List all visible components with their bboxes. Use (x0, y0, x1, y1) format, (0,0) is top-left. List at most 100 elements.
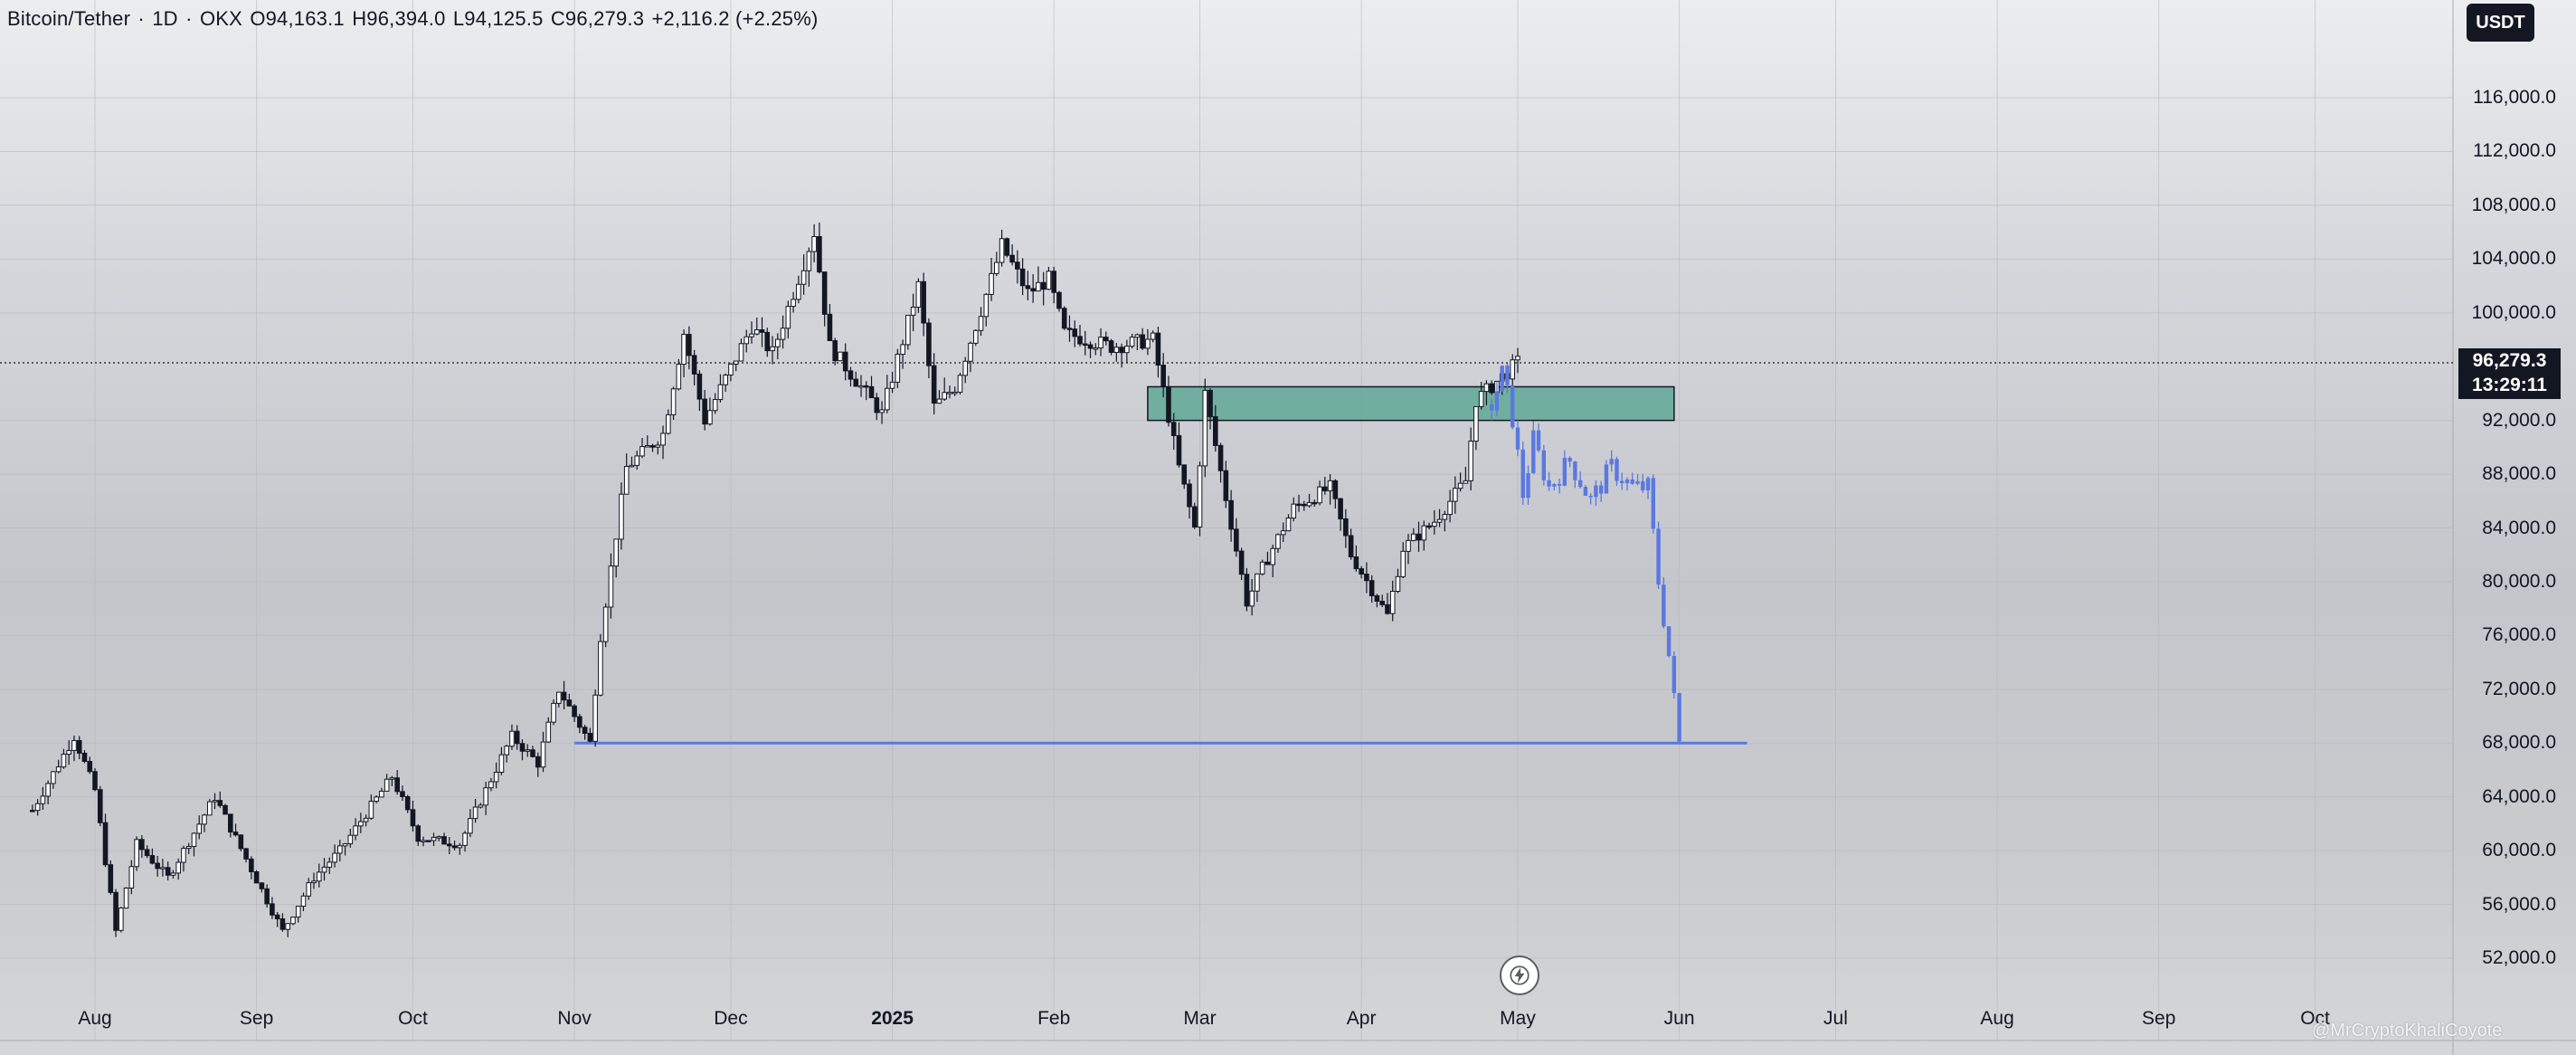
candle-body (514, 730, 520, 745)
time-tick-label: Aug (1980, 1008, 2014, 1029)
candle-body (410, 809, 416, 827)
candle-body (1030, 288, 1036, 292)
candle-body (384, 778, 390, 792)
candle-body (889, 381, 895, 389)
projection-body (1526, 472, 1530, 499)
legend-change: +2,116.2 (+2.25%) (651, 7, 819, 30)
candle-body (905, 314, 911, 346)
candle-body (1134, 334, 1141, 338)
candle-body (806, 251, 812, 271)
candle-body (1082, 343, 1088, 347)
time-tick-label: Nov (557, 1008, 592, 1029)
candle-body (670, 388, 677, 415)
candle-body (983, 293, 990, 318)
candle-body (1478, 391, 1484, 407)
projection-body (1620, 480, 1624, 483)
projection-body (1557, 484, 1562, 486)
legend-open: O94,163.1 (250, 7, 345, 30)
candle-body (608, 566, 614, 608)
price-axis[interactable]: 116,000.0 112,000.0 108,000.0 104,000.0 100,… (2453, 0, 2576, 1041)
candle-body (1296, 503, 1302, 507)
price-tick-label: 108,000.0 (2471, 194, 2556, 215)
candle-body (942, 392, 947, 400)
candle-body (431, 836, 437, 841)
candle-body (478, 804, 484, 808)
candle-body (1166, 386, 1171, 423)
price-tick-label: 68,000.0 (2482, 732, 2556, 754)
candle-body (468, 818, 473, 834)
candle-body (1119, 347, 1124, 354)
candle-body (223, 804, 228, 815)
candle-body (1155, 332, 1161, 366)
candle-body (353, 825, 358, 836)
time-tick-label: Jul (1823, 1008, 1848, 1029)
projection-body (1515, 427, 1520, 450)
bolt-icon[interactable] (1500, 955, 1539, 995)
resistance-zone (1147, 385, 1675, 422)
candle-body (71, 739, 77, 751)
candle-body (1400, 550, 1406, 577)
resistance-zone-layer[interactable] (1147, 385, 1675, 422)
candle-body (253, 871, 260, 884)
candle-body (1056, 291, 1062, 309)
time-tick-label: Jun (1663, 1008, 1695, 1029)
time-tick-label: Feb (1037, 1008, 1071, 1029)
candle-body (113, 891, 118, 931)
candle-body (87, 761, 93, 773)
candle-body (421, 840, 426, 842)
candle-body (1510, 359, 1516, 380)
horizontal-lines[interactable] (0, 362, 2453, 745)
candle-body (827, 313, 833, 341)
projection-body (1609, 459, 1614, 465)
candle-body (874, 397, 880, 413)
candle-body (1004, 238, 1010, 256)
projection-body (1604, 464, 1609, 494)
candle-body (728, 363, 734, 376)
candle-body (1093, 347, 1099, 350)
candle-body (811, 236, 817, 252)
legend-interval[interactable]: 1D (152, 7, 178, 30)
candle-body (1317, 486, 1322, 504)
candle-body (885, 387, 890, 411)
candle-body (968, 342, 973, 362)
candle-body (1181, 464, 1188, 485)
candle-body (1087, 344, 1094, 349)
candle-body (1124, 346, 1130, 354)
candle-body (1140, 334, 1145, 349)
candle-body (525, 749, 531, 752)
candle-body (947, 392, 952, 394)
candle-body (217, 800, 223, 806)
legend-high: H96,394.0 (352, 7, 446, 30)
candle-body (290, 917, 296, 925)
candle-body (45, 783, 51, 797)
bar-countdown: 13:29:11 (2472, 375, 2547, 395)
candle-body (602, 606, 609, 642)
projection-body (1494, 391, 1500, 411)
candle-body (504, 746, 509, 756)
candle-body (1223, 470, 1229, 501)
price-tick-label: 104,000.0 (2471, 248, 2556, 270)
projection-body (1594, 485, 1598, 498)
candle-body (791, 299, 796, 308)
legend-symbol[interactable]: Bitcoin/Tether (7, 7, 131, 30)
candle-body (170, 872, 176, 876)
time-tick-label: Sep (239, 1008, 274, 1029)
candle-body (733, 360, 739, 365)
projection-body (1615, 459, 1619, 481)
candle-body (1432, 521, 1437, 528)
candle-body (264, 888, 270, 905)
projection-body (1588, 495, 1593, 498)
candle-body (838, 351, 843, 362)
projection-body (1666, 626, 1672, 657)
candle-body (660, 432, 666, 446)
candle-body (821, 271, 828, 315)
candle-body (279, 918, 286, 930)
time-tick-label: 2025 (871, 1008, 914, 1029)
candle-body (128, 866, 135, 889)
candle-body (712, 399, 718, 412)
last-price-label: 96,279.3 13:29:11 (2458, 348, 2561, 399)
currency-button[interactable]: USDT (2467, 4, 2534, 42)
candle-body (1280, 530, 1286, 536)
candle-body (572, 705, 577, 718)
